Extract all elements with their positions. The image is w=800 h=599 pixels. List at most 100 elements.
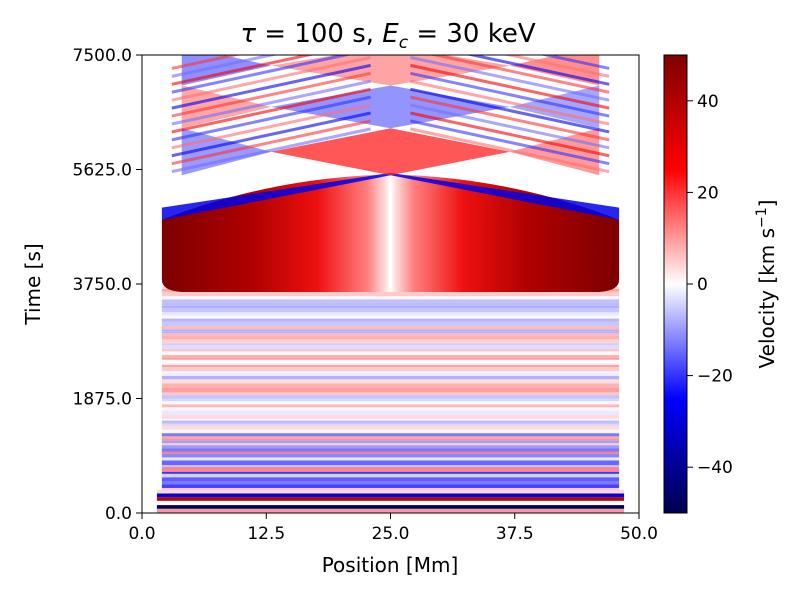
colorbar: −40 −20 0 20 40 Velocity [km s−1]: [663, 54, 779, 514]
wave-streak: [465, 55, 610, 86]
heatmap-band: [161, 471, 620, 474]
x-tick-label: 25.0: [372, 524, 410, 544]
y-tick-label: 1875.0: [73, 390, 132, 410]
heatmap-band: [161, 445, 620, 449]
downflow-band: [161, 172, 620, 220]
heatmap-band: [161, 349, 620, 352]
heatmap-band: [161, 363, 620, 365]
colorbar-ticks: −40 −20 0 20 40: [687, 92, 733, 478]
wave-streak: [171, 103, 371, 150]
heatmap-band: [161, 410, 620, 416]
wave-streak: [171, 55, 316, 86]
heatmap-band: [161, 359, 620, 364]
wave-streak: [410, 55, 610, 102]
heatmap-band: [161, 312, 620, 315]
heatmap-band: [161, 316, 620, 319]
heatmap-band: [161, 335, 620, 340]
chart-title: τ = 100 s, Ec = 30 keV: [240, 19, 536, 53]
heatmap-band: [156, 508, 625, 513]
y-tick-label: 0.0: [105, 504, 132, 524]
heatmap-band: [161, 318, 620, 322]
wave-diamond: [271, 85, 510, 129]
heatmap-band: [161, 367, 620, 372]
y-tick-label: 7500.0: [73, 46, 132, 66]
wave-streak: [171, 55, 242, 70]
heatmap-band: [161, 443, 620, 446]
wave-streak: [171, 79, 371, 126]
heatmap-plot: [141, 54, 640, 514]
heatmap-band: [161, 371, 620, 374]
heatmap-band: [161, 387, 620, 393]
heatmap-band: [161, 351, 620, 355]
heatmap-band: [156, 497, 625, 501]
heatmap-band: [161, 375, 620, 380]
wave-streak: [171, 71, 371, 118]
heatmap-band: [161, 354, 620, 358]
wave-streak: [428, 55, 610, 94]
x-tick-label: 0.0: [128, 524, 155, 544]
wave-streak: [410, 95, 610, 142]
heatmap-band: [161, 305, 620, 308]
heatmap-band: [161, 420, 620, 424]
colorbar-tick-label: 0: [697, 275, 708, 295]
x-tick-label: 37.5: [496, 524, 534, 544]
heatmap-band: [161, 299, 620, 303]
heatmap-band: [161, 294, 620, 297]
heatmap-band: [161, 473, 620, 478]
heatmap-band: [161, 487, 620, 491]
x-tick-label: 12.5: [247, 524, 285, 544]
heatmap-band: [161, 436, 620, 439]
heatmap-band: [161, 484, 620, 488]
heatmap-band: [161, 333, 620, 336]
heatmap-band: [161, 425, 620, 430]
y-axis: 0.0 1875.0 3750.0 5625.0 7500.0: [73, 46, 142, 524]
heatmap-band: [156, 505, 625, 509]
heatmap-band: [161, 457, 620, 461]
heatmap-band: [161, 291, 620, 295]
wave-streak: [410, 87, 610, 134]
wave-streak: [410, 111, 610, 158]
heatmap-band: [161, 453, 620, 458]
heatmap-band: [161, 383, 620, 388]
heatmap-band: [161, 379, 620, 384]
heatmap-band: [161, 481, 620, 485]
heatmap-band: [161, 433, 620, 437]
y-axis-label: Time [s]: [21, 243, 45, 325]
heatmap-band: [161, 331, 620, 334]
colorbar-label: Velocity [km s−1]: [754, 200, 779, 369]
wave-streak: [171, 95, 371, 142]
wave-streak: [171, 87, 371, 134]
x-axis-label: Position [Mm]: [322, 553, 459, 577]
heatmap-band: [161, 343, 620, 345]
heatmap-band: [161, 429, 620, 434]
colorbar-gradient: [663, 54, 688, 514]
y-tick-label: 3750.0: [73, 275, 132, 295]
heatmap-band: [161, 465, 620, 468]
wave-streak: [171, 63, 371, 110]
wave-streak: [539, 55, 610, 70]
heatmap-band: [161, 415, 620, 419]
heatmap-band: [161, 440, 620, 444]
colorbar-tick-label: −40: [697, 458, 733, 478]
heatmap-band: [156, 489, 625, 494]
wave-diamond: [271, 128, 510, 176]
heatmap-band: [156, 500, 625, 506]
wave-streak: [410, 79, 610, 126]
wave-streak: [171, 127, 371, 174]
wave-streak: [410, 127, 610, 174]
heatmap-band: [161, 357, 620, 360]
colorbar-tick-label: 40: [697, 92, 719, 112]
heatmap-band: [161, 467, 620, 472]
wave-streak: [410, 119, 610, 166]
heatmap-band: [161, 423, 620, 426]
wave-streak: [171, 111, 371, 158]
heatmap-band: [161, 373, 620, 376]
heatmap-band: [161, 407, 620, 411]
wave-streak: [410, 63, 610, 110]
heatmap-band: [161, 302, 620, 306]
heatmap-band: [161, 477, 620, 482]
heatmap-band: [161, 451, 620, 454]
heatmap-band: [161, 364, 620, 368]
heatmap-band: [161, 398, 620, 402]
colorbar-tick-label: −20: [697, 367, 733, 387]
